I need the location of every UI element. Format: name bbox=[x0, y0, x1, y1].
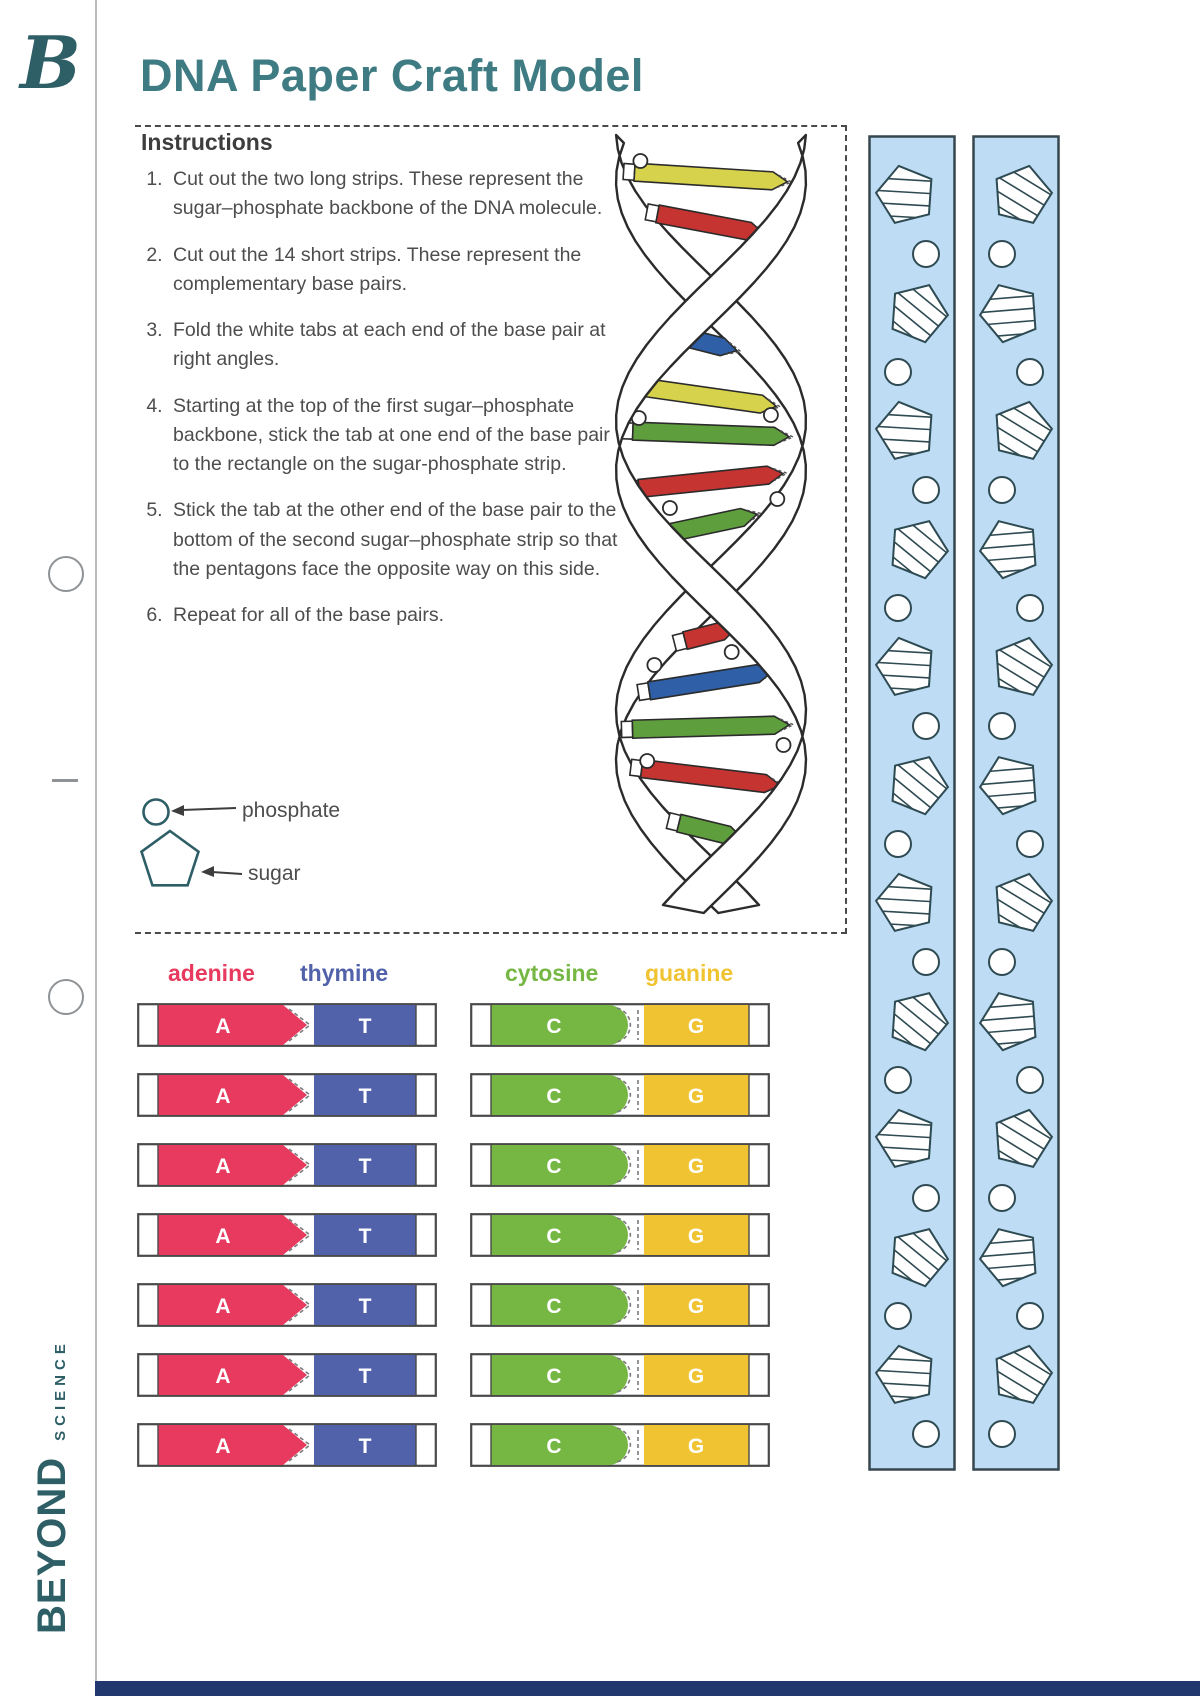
cg-strip: C G bbox=[470, 1283, 770, 1327]
shape-legend: phosphate sugar bbox=[139, 795, 380, 912]
svg-text:G: G bbox=[688, 1225, 704, 1248]
dna-helix-illustration bbox=[575, 129, 855, 924]
svg-text:G: G bbox=[688, 1435, 704, 1458]
base-pair-row: A T C G bbox=[137, 1073, 770, 1117]
brand-name: BEYOND bbox=[30, 1456, 74, 1634]
brand-vertical-text: BEYOND SCIENCE bbox=[30, 1339, 75, 1634]
svg-text:A: A bbox=[215, 1295, 230, 1318]
at-strip: A T bbox=[137, 1353, 437, 1397]
sugar-phosphate-strip-2 bbox=[972, 135, 1060, 1471]
arrow-left-icon bbox=[201, 866, 214, 877]
instruction-step: Cut out the two long strips. These repre… bbox=[168, 165, 623, 224]
sugar-pentagon-icon bbox=[139, 829, 201, 887]
instruction-step: Repeat for all of the base pairs. bbox=[168, 601, 623, 630]
arrow-left-icon bbox=[171, 805, 184, 816]
cg-strip: C G bbox=[470, 1353, 770, 1397]
beyond-logo: B bbox=[18, 20, 84, 107]
svg-text:T: T bbox=[359, 1435, 372, 1458]
brand-subtitle: SCIENCE bbox=[52, 1339, 69, 1441]
thymine-label: thymine bbox=[300, 960, 389, 986]
at-strip: A T bbox=[137, 1073, 437, 1117]
cg-strip: C G bbox=[470, 1213, 770, 1257]
svg-text:T: T bbox=[359, 1225, 372, 1248]
svg-text:G: G bbox=[688, 1155, 704, 1178]
instructions-box: Instructions Cut out the two long strips… bbox=[135, 125, 847, 934]
at-strip: A T bbox=[137, 1213, 437, 1257]
phosphate-circle-icon bbox=[142, 798, 170, 826]
instructions-heading: Instructions bbox=[141, 129, 273, 155]
at-strip: A T bbox=[137, 1003, 437, 1047]
phosphate-label: phosphate bbox=[242, 799, 340, 822]
svg-text:C: C bbox=[546, 1435, 561, 1458]
instruction-step: Cut out the 14 short strips. These repre… bbox=[168, 241, 623, 300]
base-pair-row: A T C G bbox=[137, 1423, 770, 1467]
svg-text:C: C bbox=[546, 1365, 561, 1388]
guanine-label: guanine bbox=[645, 960, 734, 986]
cg-strip: C G bbox=[470, 1073, 770, 1117]
base-pair-row: A T C G bbox=[137, 1003, 770, 1047]
svg-text:T: T bbox=[359, 1015, 372, 1038]
svg-text:C: C bbox=[546, 1155, 561, 1178]
svg-text:A: A bbox=[215, 1015, 230, 1038]
svg-text:T: T bbox=[359, 1365, 372, 1388]
svg-text:T: T bbox=[359, 1085, 372, 1108]
svg-text:G: G bbox=[688, 1295, 704, 1318]
svg-text:A: A bbox=[215, 1365, 230, 1388]
margin-tick bbox=[52, 779, 78, 782]
cg-strip: C G bbox=[470, 1003, 770, 1047]
svg-text:T: T bbox=[359, 1295, 372, 1318]
svg-text:C: C bbox=[546, 1085, 561, 1108]
sugar-phosphate-strip-1 bbox=[868, 135, 956, 1471]
svg-text:T: T bbox=[359, 1155, 372, 1178]
svg-text:A: A bbox=[215, 1085, 230, 1108]
at-strip: A T bbox=[137, 1143, 437, 1187]
base-pair-row: A T C G bbox=[137, 1353, 770, 1397]
base-pair-row: A T C G bbox=[137, 1213, 770, 1257]
svg-text:A: A bbox=[215, 1435, 230, 1458]
svg-text:A: A bbox=[215, 1155, 230, 1178]
svg-text:G: G bbox=[688, 1085, 704, 1108]
instruction-step: Fold the white tabs at each end of the b… bbox=[168, 316, 623, 375]
base-pair-row: A T C G bbox=[137, 1143, 770, 1187]
svg-text:C: C bbox=[546, 1225, 561, 1248]
logo-letter: B bbox=[18, 22, 81, 102]
at-strip: A T bbox=[137, 1283, 437, 1327]
cg-strip: C G bbox=[470, 1143, 770, 1187]
margin-divider-line bbox=[95, 0, 97, 1681]
svg-text:G: G bbox=[688, 1365, 704, 1388]
footer-bar bbox=[95, 1681, 1200, 1696]
svg-text:C: C bbox=[546, 1015, 561, 1038]
at-strip: A T bbox=[137, 1423, 437, 1467]
page-title: DNA Paper Craft Model bbox=[140, 50, 644, 101]
instruction-step: Stick the tab at the other end of the ba… bbox=[168, 496, 623, 584]
base-pair-strips: A T C G A T C G A T bbox=[137, 1003, 770, 1467]
sugar-label: sugar bbox=[248, 862, 301, 885]
instructions-list: Cut out the two long strips. These repre… bbox=[141, 165, 623, 647]
adenine-label: adenine bbox=[168, 960, 255, 986]
instruction-step: Starting at the top of the first sugar–p… bbox=[168, 392, 623, 480]
cytosine-label: cytosine bbox=[505, 960, 599, 986]
svg-text:C: C bbox=[546, 1295, 561, 1318]
hole-punch-mark bbox=[48, 979, 84, 1015]
svg-text:G: G bbox=[688, 1015, 704, 1038]
svg-text:A: A bbox=[215, 1225, 230, 1248]
base-pair-row: A T C G bbox=[137, 1283, 770, 1327]
cg-strip: C G bbox=[470, 1423, 770, 1467]
hole-punch-mark bbox=[48, 556, 84, 592]
